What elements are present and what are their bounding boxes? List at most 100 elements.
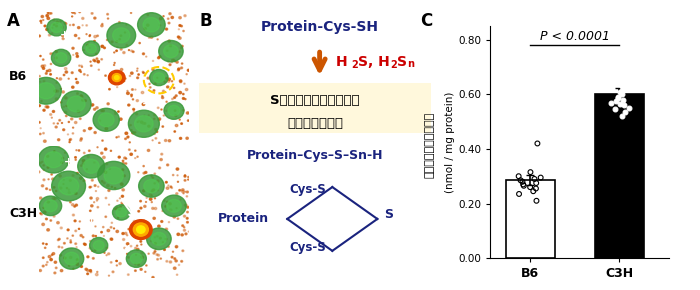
Circle shape [154, 173, 155, 175]
Circle shape [122, 238, 125, 240]
Text: A: A [7, 12, 20, 30]
Circle shape [149, 83, 150, 84]
Circle shape [41, 185, 43, 187]
Circle shape [45, 106, 48, 108]
Circle shape [114, 52, 115, 53]
Circle shape [188, 179, 189, 180]
Circle shape [106, 184, 109, 187]
Circle shape [161, 221, 163, 222]
Circle shape [43, 165, 45, 166]
Circle shape [78, 65, 81, 66]
Circle shape [95, 226, 96, 227]
Circle shape [140, 241, 141, 242]
Circle shape [186, 112, 189, 114]
Circle shape [104, 167, 123, 184]
Circle shape [99, 120, 101, 121]
Circle shape [143, 166, 144, 167]
Circle shape [178, 190, 181, 191]
Circle shape [127, 90, 128, 91]
Circle shape [186, 222, 188, 223]
Circle shape [80, 95, 82, 97]
Circle shape [74, 13, 76, 14]
Circle shape [183, 110, 184, 111]
Circle shape [96, 107, 98, 109]
Circle shape [174, 267, 176, 269]
Circle shape [184, 175, 186, 177]
Circle shape [66, 105, 67, 106]
Circle shape [90, 210, 91, 211]
Circle shape [157, 39, 158, 40]
Circle shape [71, 204, 74, 206]
Circle shape [154, 237, 155, 238]
Circle shape [169, 45, 172, 47]
Circle shape [96, 197, 99, 200]
Circle shape [168, 185, 169, 186]
Y-axis label: (nmol / mg protein): (nmol / mg protein) [445, 91, 455, 193]
Circle shape [71, 86, 74, 88]
Circle shape [95, 273, 98, 276]
Circle shape [111, 262, 112, 263]
Circle shape [90, 61, 91, 62]
Circle shape [92, 235, 95, 237]
Point [621, 80, 632, 84]
Circle shape [181, 63, 183, 64]
Circle shape [175, 260, 177, 262]
Circle shape [42, 265, 44, 267]
Circle shape [48, 12, 49, 14]
Circle shape [94, 35, 97, 38]
Circle shape [135, 89, 136, 90]
Point [619, 103, 630, 108]
Point [513, 192, 524, 196]
Circle shape [76, 81, 78, 84]
Circle shape [84, 100, 86, 101]
Circle shape [64, 22, 66, 23]
Circle shape [138, 74, 139, 75]
Circle shape [170, 186, 172, 188]
Circle shape [83, 41, 100, 56]
Circle shape [116, 137, 117, 138]
Circle shape [97, 271, 98, 272]
Circle shape [151, 232, 167, 245]
Circle shape [146, 228, 172, 250]
Circle shape [185, 99, 186, 100]
Circle shape [116, 265, 118, 266]
Circle shape [46, 72, 47, 74]
Circle shape [113, 65, 115, 66]
Circle shape [154, 133, 155, 135]
Circle shape [125, 132, 127, 135]
Point [617, 86, 629, 91]
Circle shape [167, 201, 168, 202]
Circle shape [76, 262, 78, 264]
Circle shape [106, 13, 108, 15]
Circle shape [51, 174, 52, 175]
Circle shape [183, 229, 186, 231]
Circle shape [78, 38, 80, 39]
Circle shape [128, 110, 160, 137]
Circle shape [187, 211, 188, 213]
Circle shape [133, 109, 134, 110]
Circle shape [164, 81, 165, 82]
Circle shape [162, 97, 164, 99]
Text: +: + [60, 30, 69, 40]
Circle shape [176, 274, 178, 275]
Circle shape [60, 21, 62, 22]
Circle shape [46, 244, 47, 245]
Circle shape [122, 233, 124, 235]
Point [611, 99, 622, 104]
Circle shape [39, 197, 42, 199]
Circle shape [184, 83, 185, 84]
Circle shape [46, 70, 48, 72]
Circle shape [71, 72, 74, 74]
Circle shape [105, 216, 106, 218]
Circle shape [116, 207, 118, 209]
Circle shape [174, 97, 176, 98]
Text: +: + [64, 157, 74, 167]
Circle shape [75, 192, 77, 195]
Circle shape [90, 271, 92, 273]
Circle shape [40, 213, 41, 214]
Circle shape [175, 95, 177, 97]
Circle shape [126, 250, 146, 267]
Circle shape [98, 69, 99, 70]
Circle shape [55, 126, 57, 128]
Point [531, 186, 542, 191]
